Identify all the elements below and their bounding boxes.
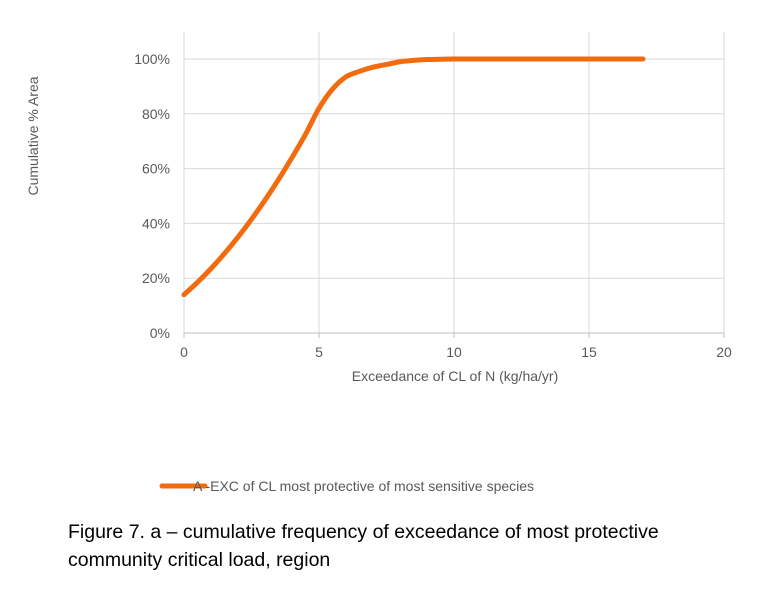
caption-line-2: community critical load, region (68, 549, 331, 571)
axes (183, 332, 725, 338)
y-tick-label: 40% (142, 215, 170, 231)
y-tick-label: 20% (142, 270, 170, 286)
y-tick-label: 100% (134, 51, 170, 67)
x-axis-title: Exceedance of CL of N (kg/ha/yr) (352, 368, 558, 384)
x-tick-label: 0 (180, 344, 188, 360)
y-axis-title: Cumulative % Area (25, 76, 41, 195)
legend: A -EXC of CL most protective of most sen… (159, 478, 534, 494)
y-tick-label: 0% (150, 325, 170, 341)
caption-line-1: Figure 7. a – cumulative frequency of ex… (68, 521, 659, 543)
x-tick-label: 5 (315, 344, 323, 360)
y-tick-label: 60% (142, 161, 170, 177)
x-tick-label: 15 (581, 344, 597, 360)
figure-caption: Figure 7. a – cumulative frequency of ex… (68, 518, 758, 574)
x-tick-label: 20 (716, 344, 732, 360)
tick-labels: 0% 20% 40% 60% 80% 100% 0 5 10 15 20 (134, 51, 732, 360)
y-tick-label: 80% (142, 106, 170, 122)
legend-label: A -EXC of CL most protective of most sen… (193, 478, 534, 494)
series (181, 56, 646, 298)
series-line (181, 56, 646, 298)
grid-lines (183, 32, 725, 333)
x-tick-label: 10 (446, 344, 462, 360)
